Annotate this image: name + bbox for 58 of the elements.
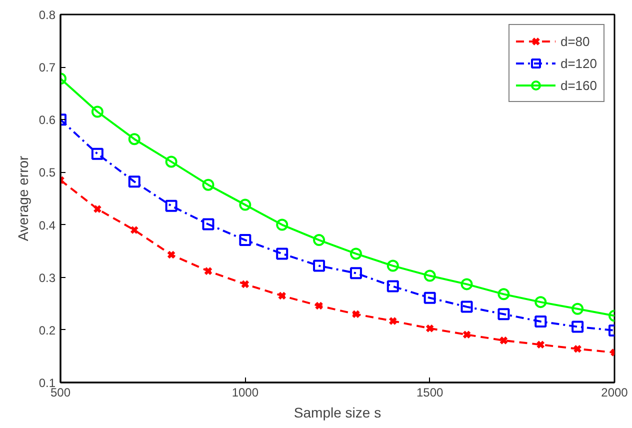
point [93, 204, 102, 214]
y-tick-label: 0.8 [38, 8, 56, 22]
point [536, 340, 545, 349]
point [313, 260, 326, 272]
point [460, 278, 473, 290]
point [460, 300, 473, 313]
y-axis-title: Average error [14, 155, 31, 242]
point [240, 280, 250, 289]
x-tick-label: 2000 [601, 386, 628, 400]
y-tick-label: 0.3 [38, 270, 56, 285]
point [239, 198, 252, 211]
point [128, 133, 140, 146]
point [424, 292, 436, 304]
y-tick-label: 0.4 [38, 218, 56, 232]
point [313, 234, 326, 246]
point [426, 324, 434, 333]
point [130, 226, 139, 234]
y-tick-label: 0.7 [38, 60, 56, 75]
x-axis-title: Sample size s [294, 404, 382, 420]
point [388, 316, 398, 326]
y-tick-label: 0.2 [38, 323, 56, 338]
y-tick-label: 0.5 [38, 166, 56, 180]
legend-label: d=160 [560, 78, 597, 92]
point [239, 234, 252, 246]
point [573, 344, 582, 354]
point [278, 291, 286, 300]
point [276, 218, 288, 231]
point [165, 200, 178, 212]
point [499, 336, 508, 345]
point [350, 248, 362, 260]
point [314, 301, 324, 310]
point [462, 330, 472, 339]
point [534, 316, 547, 328]
point [386, 280, 399, 292]
point [498, 288, 510, 300]
point [572, 302, 584, 315]
point [202, 178, 214, 191]
point [350, 267, 362, 280]
point [128, 176, 140, 188]
point [386, 260, 399, 272]
x-tick-label: 1000 [232, 386, 259, 400]
x-tick-label: 1500 [416, 386, 444, 400]
point [166, 250, 176, 260]
legend-label: d=120 [560, 56, 597, 70]
point [91, 148, 104, 160]
point [424, 270, 436, 282]
point [202, 218, 214, 230]
point [204, 266, 213, 276]
point [572, 320, 584, 333]
legend-label: d=80 [560, 34, 590, 48]
y-tick-label: 0.6 [38, 113, 56, 128]
point [352, 310, 360, 318]
x-tick-label: 500 [50, 386, 71, 400]
point [534, 296, 547, 308]
point [91, 106, 104, 118]
point [498, 308, 510, 320]
point [165, 156, 178, 168]
point [276, 248, 288, 260]
